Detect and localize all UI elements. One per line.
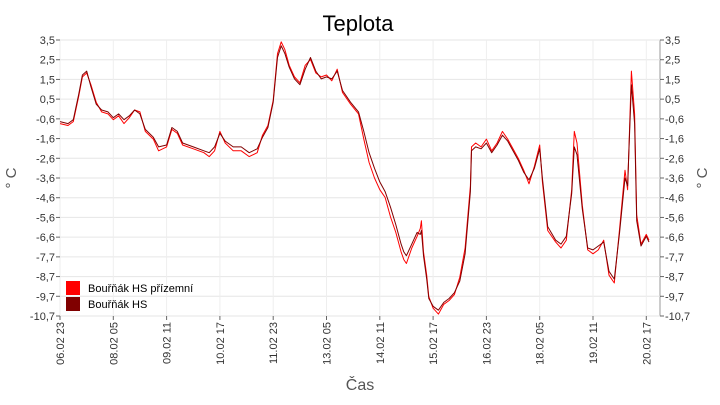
y-axis-label-right: ° C [694, 167, 711, 188]
y-tick-label-right: 0,5 [665, 94, 680, 106]
x-tick-label: 13.02 05 [322, 322, 334, 365]
y-tick-label: -3,6 [36, 173, 55, 185]
y-tick-label: 0,5 [40, 94, 55, 106]
x-tick-label: 14.02 11 [375, 322, 387, 364]
x-tick-label: 20.02 17 [641, 322, 653, 365]
y-tick-label-right: -6,6 [665, 232, 684, 244]
y-tick-label: -8,7 [36, 272, 55, 284]
axes: 3,5 3,5 2,5 2,5 1,5 1,5 0,5 0,5 -0,6 -0,6 -1,6 -1,6… [30, 35, 690, 365]
series-line-1 [59, 41, 650, 315]
y-tick-label-right: -0,6 [665, 114, 684, 126]
x-tick-label: 19.02 11 [588, 322, 600, 364]
chart-title: Teplota [323, 11, 395, 36]
y-tick-label-right: -8,7 [665, 272, 684, 284]
y-tick-label: -10,7 [30, 311, 55, 323]
legend-swatch [66, 297, 80, 311]
x-tick-label: 16.02 23 [481, 322, 493, 365]
y-tick-label: 2,5 [40, 55, 55, 67]
x-tick-label: 11.02 23 [268, 322, 280, 364]
legend-label: Bouřňák HS přízemní [88, 283, 193, 295]
y-axis-label: ° C [3, 167, 20, 188]
y-tick-label: 1,5 [40, 74, 55, 86]
series-lines [59, 41, 650, 315]
series-line-2 [59, 45, 650, 311]
y-tick-label-right: -3,6 [665, 173, 684, 185]
x-tick-label: 06.02 23 [55, 322, 67, 365]
legend-label: Bouřňák HS [88, 299, 147, 311]
y-tick-label-right: -4,6 [665, 193, 684, 205]
y-tick-label-right: 2,5 [665, 55, 680, 67]
y-tick-label-right: -10,7 [665, 311, 690, 323]
y-tick-label-right: -2,6 [665, 153, 684, 165]
y-tick-label-right: 3,5 [665, 35, 680, 47]
x-tick-label: 10.02 17 [215, 322, 227, 365]
y-tick-label: -4,6 [36, 193, 55, 205]
x-tick-label: 15.02 17 [428, 322, 440, 365]
legend: Bouřňák HS přízemní Bouřňák HS [66, 281, 193, 311]
x-tick-label: 08.02 05 [108, 322, 120, 365]
y-tick-label-right: 1,5 [665, 74, 680, 86]
y-tick-label-right: -7,7 [665, 252, 684, 264]
y-tick-label: -9,7 [36, 291, 55, 303]
y-tick-label: -2,6 [36, 153, 55, 165]
y-tick-label-right: -1,6 [665, 134, 684, 146]
y-tick-label: -0,6 [36, 114, 55, 126]
x-axis-label: Čas [346, 375, 374, 394]
y-tick-label: 3,5 [40, 35, 55, 47]
y-tick-label: -1,6 [36, 134, 55, 146]
y-tick-label-right: -5,6 [665, 212, 684, 224]
x-tick-label: 18.02 05 [535, 322, 547, 365]
y-tick-label-right: -9,7 [665, 291, 684, 303]
y-tick-label: -7,7 [36, 252, 55, 264]
y-tick-label: -5,6 [36, 212, 55, 224]
y-tick-label: -6,6 [36, 232, 55, 244]
x-tick-label: 09.02 11 [162, 322, 174, 364]
legend-swatch [66, 281, 80, 295]
